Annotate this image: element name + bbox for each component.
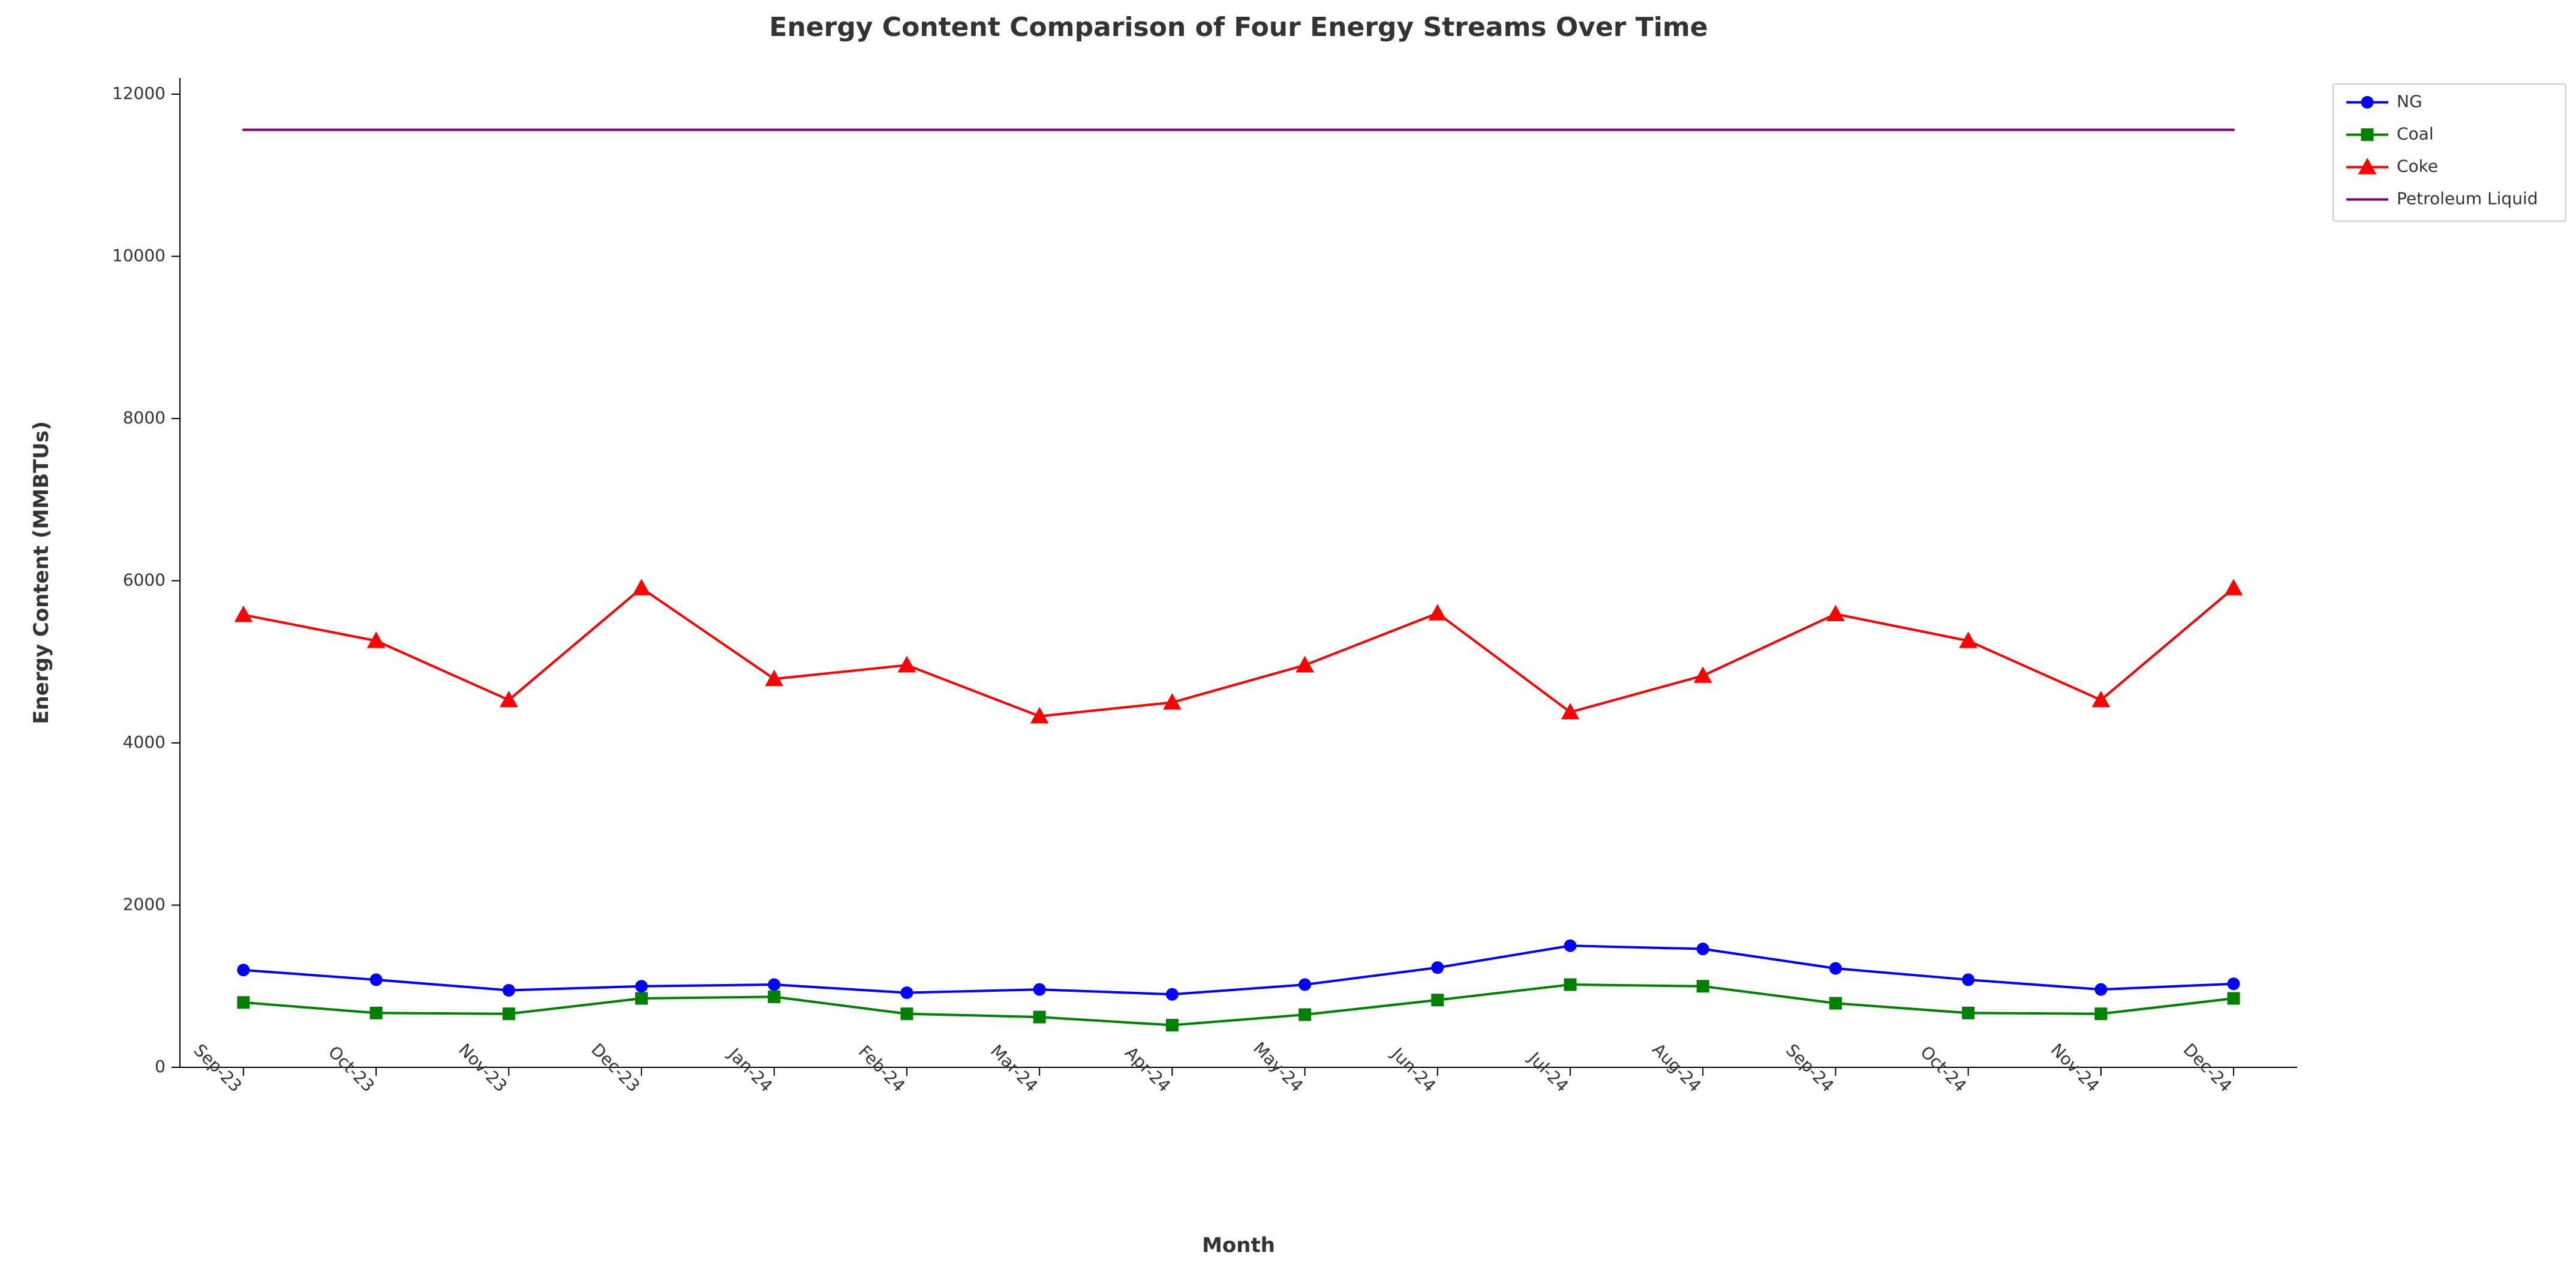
y-axis-label: Energy Content (MMBTUs) <box>29 421 53 724</box>
chart-container: 020004000600080001000012000Sep-23Oct-23N… <box>0 0 2576 1276</box>
ytick-label: 8000 <box>123 408 166 428</box>
legend-label: Coal <box>2397 124 2434 144</box>
legend-label: Coke <box>2397 157 2438 176</box>
x-axis-label: Month <box>1202 1233 1275 1257</box>
chart-title: Energy Content Comparison of Four Energy… <box>769 12 1708 43</box>
legend-label: NG <box>2397 92 2422 112</box>
ytick-label: 12000 <box>112 83 166 103</box>
legend: NG Coal Coke Petroleum Liquid <box>2333 84 2566 221</box>
ytick-label: 2000 <box>123 895 166 914</box>
ytick-label: 10000 <box>112 246 166 266</box>
ytick-label: 0 <box>155 1057 166 1076</box>
ytick-label: 6000 <box>123 570 166 590</box>
legend-label: Petroleum Liquid <box>2397 189 2538 209</box>
energy-chart: 020004000600080001000012000Sep-23Oct-23N… <box>0 0 2576 1276</box>
ytick-label: 4000 <box>123 732 166 752</box>
